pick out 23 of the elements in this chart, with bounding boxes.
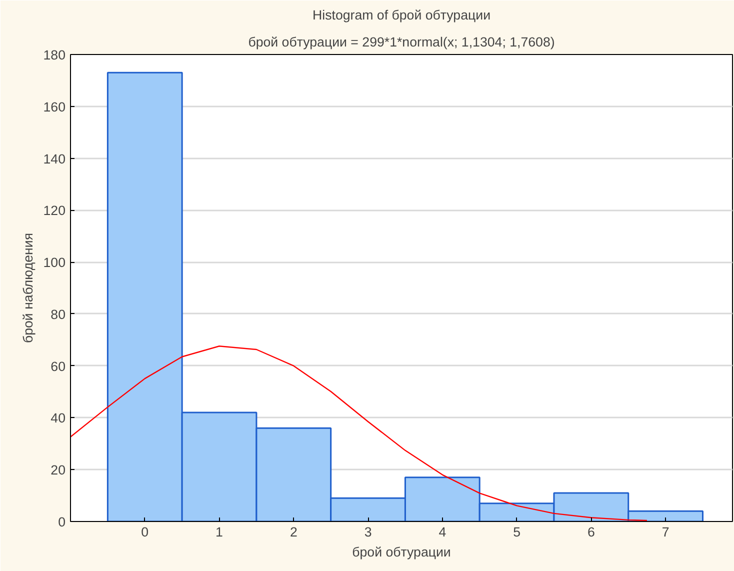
x-tick-label: 4 <box>438 524 447 540</box>
y-tick-label: 100 <box>43 255 66 270</box>
y-tick-label: 140 <box>43 151 66 166</box>
y-tick-label: 160 <box>43 99 66 114</box>
y-tick-label: 60 <box>50 358 66 374</box>
x-axis-title: брой обтурации <box>352 544 451 560</box>
y-tick-label: 120 <box>43 203 66 218</box>
y-tick-label: 80 <box>50 306 66 322</box>
y-tick-label: 0 <box>58 514 66 530</box>
x-tick-label: 6 <box>587 524 595 540</box>
chart-subtitle: брой обтурации = 299*1*normal(x; 1,1304; 1,7608) <box>248 34 555 50</box>
chart-title: Histogram of брой обтурации <box>312 8 491 22</box>
y-axis-title: брой наблюдения <box>20 232 36 344</box>
x-tick-label: 3 <box>364 524 372 540</box>
line-series <box>70 346 648 522</box>
y-tick-label: 180 <box>43 48 66 62</box>
x-tick-label: 1 <box>216 524 223 540</box>
x-tick-label: 7 <box>662 524 670 540</box>
x-tick-label: 2 <box>290 524 298 540</box>
y-tick-label: 20 <box>50 462 66 478</box>
x-tick-label: 5 <box>513 524 521 540</box>
y-tick-label: 40 <box>50 410 66 426</box>
x-tick-label: 0 <box>141 524 149 540</box>
